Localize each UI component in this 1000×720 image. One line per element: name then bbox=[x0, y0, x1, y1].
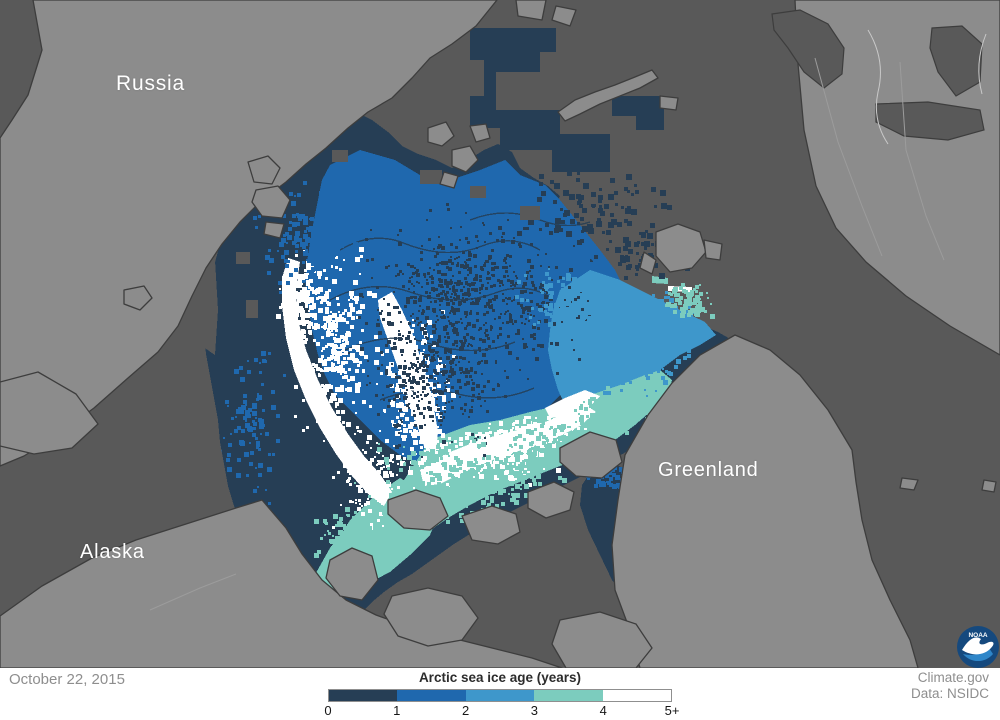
legend-segment-1-2 bbox=[397, 690, 466, 701]
arctic-map: Russia Alaska Greenland NOAA bbox=[0, 0, 1000, 668]
legend-tick-labels: 0 1 2 3 4 5+ bbox=[324, 703, 679, 719]
legend-tick-3: 3 bbox=[530, 703, 539, 718]
legend-colorbar bbox=[328, 689, 672, 702]
legend-tick-0: 0 bbox=[324, 703, 332, 718]
legend-tick-4: 4 bbox=[599, 703, 607, 718]
map-date: October 22, 2015 bbox=[9, 671, 125, 688]
legend-tick-2: 2 bbox=[461, 703, 470, 718]
legend-segment-3-4 bbox=[534, 690, 603, 701]
noaa-seagull-icon bbox=[962, 637, 994, 655]
legend-title: Arctic sea ice age (years) bbox=[418, 670, 582, 685]
credit-source: Climate.gov bbox=[917, 670, 989, 685]
legend-segment-4-5+ bbox=[602, 690, 672, 701]
ice-age-legend: Arctic sea ice age (years) 0 1 2 3 4 5+ bbox=[324, 670, 679, 719]
map-label-russia: Russia bbox=[116, 72, 185, 95]
map-label-alaska: Alaska bbox=[80, 541, 145, 563]
credit-data: Data: NSIDC bbox=[910, 686, 989, 702]
noaa-logo-text: NOAA bbox=[968, 632, 987, 639]
legend-segment-2-3 bbox=[465, 690, 535, 701]
map-label-greenland: Greenland bbox=[658, 459, 759, 481]
legend-tick-5+: 5+ bbox=[664, 703, 680, 718]
noaa-logo: NOAA bbox=[957, 626, 999, 668]
credits: Climate.gov Data: NSIDC bbox=[911, 670, 989, 703]
footer-bar: October 22, 2015 Arctic sea ice age (yea… bbox=[0, 668, 1000, 720]
legend-tick-1: 1 bbox=[393, 703, 401, 718]
legend-segment-0-1 bbox=[329, 690, 398, 701]
arctic-map-canvas bbox=[0, 0, 1000, 668]
